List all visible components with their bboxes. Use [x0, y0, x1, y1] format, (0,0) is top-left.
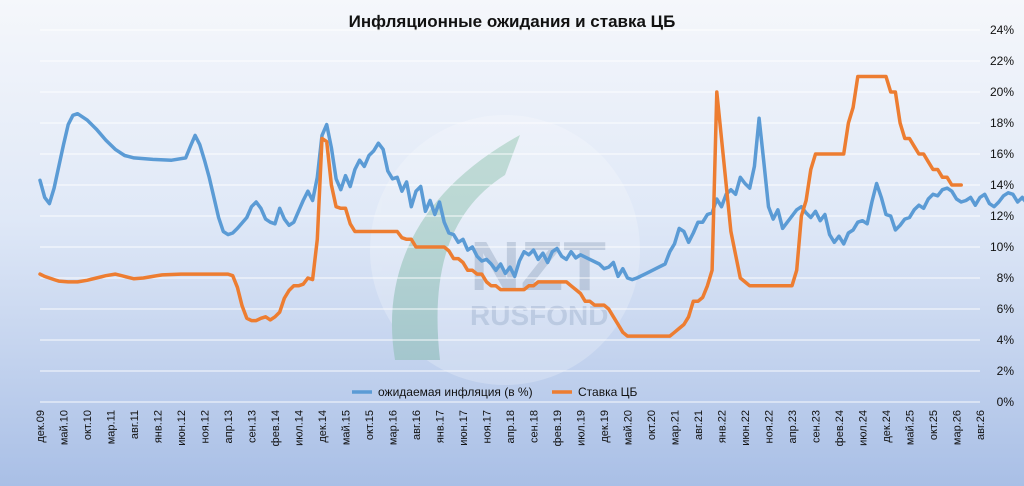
y-tick-label: 4% — [997, 333, 1015, 347]
y-tick-label: 18% — [990, 116, 1014, 130]
x-tick-label: апр.13 — [223, 410, 235, 443]
watermark: NZT RUSFOND — [370, 115, 640, 385]
x-tick-label: фев.14 — [270, 410, 282, 446]
x-tick-label: янв.12 — [153, 410, 165, 443]
x-tick-label: май.20 — [623, 410, 635, 445]
y-tick-label: 20% — [990, 85, 1014, 99]
x-tick-label: май.15 — [341, 410, 353, 445]
x-tick-label: сен.18 — [529, 410, 541, 443]
x-tick-label: июл.14 — [294, 410, 306, 446]
x-tick-label: ноя.22 — [764, 410, 776, 443]
x-tick-label: янв.17 — [435, 410, 447, 443]
y-tick-label: 14% — [990, 178, 1014, 192]
x-tick-label: окт.25 — [928, 410, 940, 440]
x-tick-label: дек.19 — [599, 410, 611, 443]
series-line-inflation-expectations — [38, 111, 1024, 282]
y-tick-label: 24% — [990, 23, 1014, 37]
y-axis-ticks: 0% 2% 4% 6% 8% 10% 12% 14% 16% 18% 20% 22% 24% — [990, 23, 1014, 409]
chart-title: Инфляционные ожидания и ставка ЦБ — [348, 12, 676, 31]
x-tick-label: дек.09 — [35, 410, 47, 443]
x-tick-label: июн.12 — [176, 410, 188, 446]
watermark-swoosh — [391, 135, 520, 360]
x-tick-label: апр.23 — [787, 410, 799, 443]
series-lines — [38, 74, 1024, 338]
x-axis-ticks: дек.09 май.10 окт.10 мар.11 авг.11 янв.12 июн.… — [35, 410, 987, 446]
watermark-logo-subtext: RUSFOND — [470, 300, 608, 331]
y-tick-label: 6% — [997, 302, 1015, 316]
x-tick-label: сен.23 — [811, 410, 823, 443]
x-tick-label: май.10 — [59, 410, 71, 445]
legend: ожидаемая инфляция (в %) Ставка ЦБ — [352, 385, 637, 399]
x-tick-label: окт.10 — [82, 410, 94, 440]
x-tick-label: ноя.12 — [200, 410, 212, 443]
x-tick-label: авг.26 — [975, 410, 987, 440]
x-tick-label: окт.20 — [646, 410, 658, 440]
y-tick-label: 0% — [997, 395, 1015, 409]
watermark-circle — [370, 115, 640, 385]
x-tick-label: мар.11 — [106, 410, 118, 444]
legend-label: ожидаемая инфляция (в %) — [378, 385, 533, 399]
y-tick-label: 22% — [990, 54, 1014, 68]
x-tick-label: янв.22 — [717, 410, 729, 443]
watermark-logo-text: NZT — [470, 227, 606, 305]
x-tick-label: май.25 — [905, 410, 917, 445]
x-tick-label: мар.16 — [388, 410, 400, 445]
y-tick-label: 16% — [990, 147, 1014, 161]
x-tick-label: мар.21 — [670, 410, 682, 445]
x-tick-label: июн.17 — [458, 410, 470, 446]
y-tick-label: 8% — [997, 271, 1015, 285]
x-tick-label: дек.14 — [317, 410, 329, 443]
series-line-cbr-rate — [38, 74, 963, 338]
x-tick-label: авг.16 — [411, 410, 423, 440]
x-tick-label: мар.26 — [952, 410, 964, 445]
x-tick-label: июл.19 — [576, 410, 588, 446]
x-tick-label: июн.22 — [740, 410, 752, 446]
x-tick-label: сен.13 — [247, 410, 259, 443]
x-tick-label: авг.21 — [693, 410, 705, 440]
x-tick-label: авг.11 — [129, 410, 141, 439]
x-tick-label: фев.19 — [552, 410, 564, 446]
y-tick-label: 12% — [990, 209, 1014, 223]
y-tick-label: 2% — [997, 364, 1015, 378]
y-tick-label: 10% — [990, 240, 1014, 254]
x-tick-label: окт.15 — [364, 410, 376, 440]
legend-label: Ставка ЦБ — [578, 385, 637, 399]
x-tick-label: апр.18 — [505, 410, 517, 443]
x-tick-label: дек.24 — [881, 410, 893, 443]
x-tick-label: фев.24 — [834, 410, 846, 446]
x-tick-label: июл.24 — [858, 410, 870, 446]
x-tick-label: ноя.17 — [482, 410, 494, 443]
